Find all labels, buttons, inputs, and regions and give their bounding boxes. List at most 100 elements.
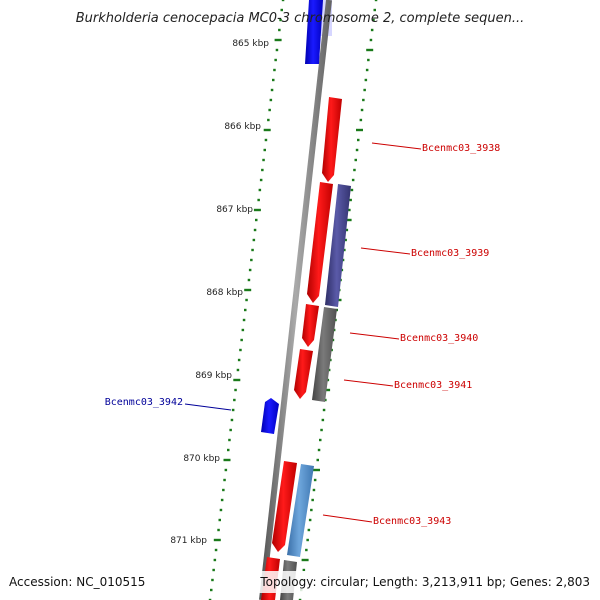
gene-feature-3943[interactable]: [272, 461, 297, 552]
callout-line-3940: [349, 332, 400, 340]
callout-line-3943: [322, 514, 373, 523]
ruler-dot: [351, 178, 355, 182]
gene-feature-top-blue[interactable]: [305, 0, 323, 64]
ruler-dot: [229, 428, 232, 432]
gene-label-3940[interactable]: Bcenmc03_3940: [400, 333, 478, 344]
gene-feature-3943-track2[interactable]: [287, 464, 314, 557]
ruler-dot: [354, 158, 357, 162]
ruler-major-tick: [213, 538, 221, 542]
gene-label-3942[interactable]: Bcenmc03_3942: [105, 397, 183, 408]
ruler-dot: [255, 218, 258, 222]
ruler-dot: [218, 518, 221, 522]
ruler-dot: [252, 238, 256, 242]
kbp-label: 865 kbp: [232, 39, 269, 49]
gene-label-3939[interactable]: Bcenmc03_3939: [411, 248, 489, 259]
ruler-dot: [236, 368, 240, 372]
callout-line-3938: [371, 142, 422, 150]
ruler-dot: [370, 28, 374, 32]
ruler-dot: [224, 468, 228, 472]
ruler-dot: [262, 158, 265, 162]
gene-feature-3939-track2[interactable]: [325, 184, 351, 307]
ruler-dot: [270, 88, 274, 92]
ruler-major-tick: [253, 208, 261, 212]
ruler-dot: [312, 488, 316, 492]
ruler-dot: [281, 0, 285, 2]
ruler-dot: [364, 78, 368, 82]
accession-text: Accession: NC_010515: [9, 575, 145, 589]
ruler-dot: [319, 438, 322, 442]
kbp-label: 870 kbp: [183, 454, 220, 464]
ruler-dot: [211, 578, 214, 582]
ruler-major-tick: [344, 218, 352, 222]
ruler-dot: [230, 418, 234, 422]
ruler-dot: [223, 478, 226, 482]
ruler-dot: [233, 398, 236, 402]
ruler-dot: [327, 368, 331, 372]
ruler-dot: [261, 168, 264, 172]
ruler-dot: [306, 538, 309, 542]
kbp-label: 867 kbp: [216, 205, 253, 215]
ruler-dot: [220, 498, 224, 502]
ruler-dot: [311, 498, 314, 502]
ruler-major-tick: [301, 558, 309, 562]
ruler-dot: [251, 248, 254, 252]
summary-text: Topology: circular; Length: 3,213,911 bp…: [259, 575, 590, 589]
ruler-dot: [210, 588, 213, 592]
gene-feature-3942[interactable]: [261, 398, 279, 434]
ruler-dot: [359, 118, 363, 122]
ruler-dot: [245, 298, 248, 302]
ruler-dot: [372, 18, 375, 22]
ruler-dot: [268, 108, 271, 112]
gene-label-3941[interactable]: Bcenmc03_3941: [394, 380, 472, 391]
ruler-dot: [353, 168, 356, 172]
ruler-dot: [234, 388, 237, 392]
gene-label-3943[interactable]: Bcenmc03_3943: [373, 516, 451, 527]
ruler-dot: [308, 518, 312, 522]
ruler-dot: [369, 38, 373, 42]
ruler-dot: [360, 108, 364, 112]
ruler-dot: [373, 8, 376, 12]
ruler-major-tick: [323, 388, 331, 392]
gene-feature-3941[interactable]: [294, 349, 313, 399]
ruler-dot: [253, 228, 257, 232]
gene-feature-3938[interactable]: [322, 97, 342, 182]
ruler-dot: [324, 398, 327, 402]
ruler-dot: [244, 308, 247, 312]
ruler-dot: [367, 58, 370, 62]
ruler-dot: [348, 208, 351, 212]
ruler-dot: [326, 378, 330, 382]
ruler-dot: [320, 428, 323, 432]
kbp-scale: 865 kbp 866 kbp 867 kbp 868 kbp 869 kbp …: [170, 39, 269, 546]
ruler-dot: [278, 28, 281, 32]
kbp-label: 868 kbp: [206, 288, 243, 298]
callout-line-3942: [184, 403, 232, 411]
ruler-dot: [355, 148, 359, 152]
gene-feature-3940[interactable]: [302, 304, 319, 347]
ruler-dot: [227, 448, 230, 452]
ruler-dot: [307, 528, 311, 532]
ruler-dot: [344, 238, 347, 242]
ruler-dot: [240, 338, 243, 342]
ruler-dot: [374, 0, 378, 2]
ruler-dot: [272, 78, 275, 82]
kbp-label: 866 kbp: [224, 122, 261, 132]
ruler-dot: [317, 448, 321, 452]
ruler-dot: [222, 488, 225, 492]
ruler-dot: [302, 568, 306, 572]
gene-features: [261, 0, 351, 600]
ruler-major-tick: [356, 128, 363, 132]
ruler-dot: [237, 358, 241, 362]
gene-feature-3939[interactable]: [307, 182, 333, 303]
gene-label-3938[interactable]: Bcenmc03_3938: [422, 143, 500, 154]
gene-feature-3940-track2[interactable]: [312, 307, 337, 402]
ruler-dot: [217, 528, 220, 532]
ruler-dot: [219, 508, 223, 512]
ruler-dot: [250, 258, 253, 262]
kbp-label: 869 kbp: [195, 371, 232, 381]
ruler-major-tick: [233, 378, 241, 382]
sequence-backbone: [259, 0, 332, 600]
ruler-dot: [280, 8, 283, 12]
ruler-dot: [350, 188, 354, 192]
ruler-dot: [345, 228, 349, 232]
